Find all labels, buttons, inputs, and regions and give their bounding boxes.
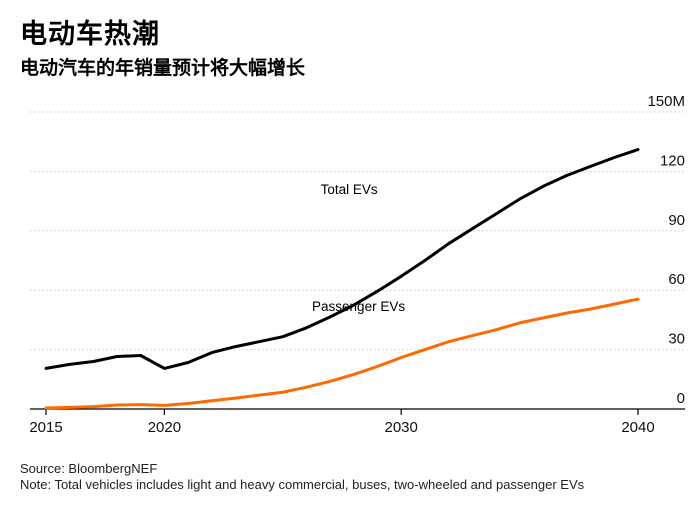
y-tick-label-30: 30: [668, 331, 685, 348]
chart-title: 电动车热潮: [20, 19, 160, 49]
series-labels: Total EVs Passenger EVs: [312, 182, 405, 314]
y-tick-label-0: 0: [677, 390, 685, 407]
y-tick-label-90: 90: [668, 212, 685, 229]
x-tick-label-2030: 2030: [385, 419, 418, 436]
y-tick-label-60: 60: [668, 271, 685, 288]
y-tick-label-150: 150M: [647, 93, 685, 110]
source-note: Source: BloombergNEF: [20, 461, 158, 476]
x-tick-label-2040: 2040: [621, 419, 654, 436]
series-label-passenger-evs: Passenger EVs: [312, 299, 405, 314]
series-lines: [44, 148, 640, 410]
chart-subtitle: 电动汽车的年销量预计将大幅增长: [20, 58, 306, 79]
footnote: Note: Total vehicles includes light and …: [20, 477, 585, 492]
gridlines: [30, 111, 685, 351]
x-tick-label-2020: 2020: [148, 419, 181, 436]
y-axis-tick-labels: 0 30 60 90 120 150M: [647, 93, 685, 407]
x-axis: 2015 2020 2030 2040: [29, 408, 685, 436]
y-tick-label-120: 120: [660, 152, 685, 169]
series-line-passenger-evs: [44, 297, 640, 410]
x-tick-label-2015: 2015: [29, 419, 62, 436]
series-line-total-evs: [44, 148, 640, 370]
series-label-total-evs: Total EVs: [321, 182, 378, 197]
